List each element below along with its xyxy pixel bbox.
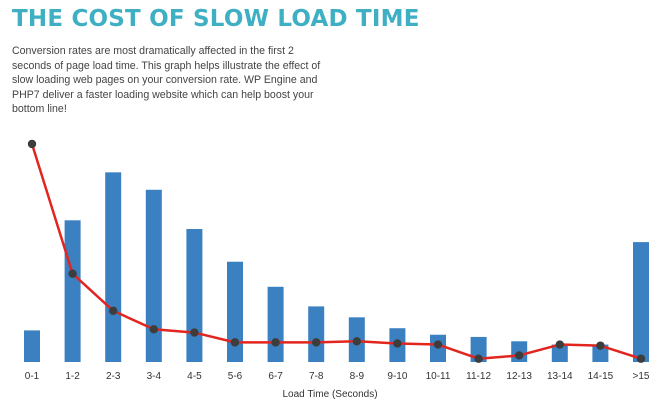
line-point->15 — [636, 354, 646, 363]
x-tick-label: 13-14 — [547, 371, 573, 382]
x-tick-label: 9-10 — [387, 371, 407, 382]
x-tick-label: 6-7 — [268, 371, 283, 382]
bar->15 — [633, 242, 649, 362]
bar-5-6 — [227, 261, 243, 362]
x-tick-label: >15 — [633, 371, 650, 382]
x-tick-label: 7-8 — [309, 371, 324, 382]
line-point-10-11 — [433, 340, 443, 349]
line-point-5-6 — [230, 338, 240, 347]
bar-3-4 — [145, 189, 162, 362]
line-point-0-1 — [27, 139, 37, 149]
line-point-2-3 — [109, 306, 118, 315]
bar-14-15 — [592, 344, 609, 362]
x-tick-label: 1-2 — [65, 371, 80, 382]
bar-6-7 — [267, 286, 284, 362]
x-tick-label: 2-3 — [106, 371, 121, 382]
page-title: THE COST OF SLOW LOAD TIME — [12, 6, 420, 32]
line-point-14-15 — [596, 341, 605, 350]
x-tick-label: 0-1 — [25, 371, 40, 382]
line-point-3-4 — [149, 325, 158, 334]
bar-2-3 — [105, 172, 122, 362]
line-point-7-8 — [312, 338, 321, 347]
x-axis-ticks: 0-1 1-2 2-3 3-4 4-5 5-6 6-7 7-8 8-9 9-10 10-11 11-1… — [25, 371, 650, 382]
x-tick-label: 10-11 — [426, 371, 451, 382]
line-point-6-7 — [271, 338, 280, 347]
bar-7-8 — [308, 306, 325, 362]
line-point-11-12 — [474, 354, 483, 363]
line-series — [27, 139, 646, 363]
x-tick-label: 12-13 — [506, 371, 532, 382]
x-tick-label: 11-12 — [466, 371, 491, 382]
x-axis-label: Load Time (Seconds) — [282, 389, 377, 400]
bar-1-2 — [64, 220, 81, 362]
line-point-4-5 — [190, 328, 199, 337]
line-point-9-10 — [393, 339, 402, 348]
bar-4-5 — [186, 229, 203, 362]
description-text: Conversion rates are most dramatically a… — [12, 45, 321, 115]
line-point-12-13 — [515, 351, 524, 360]
line-point-13-14 — [555, 340, 564, 349]
bar-13-14 — [551, 344, 568, 362]
x-tick-label: 8-9 — [350, 371, 365, 382]
x-tick-label: 4-5 — [187, 371, 202, 382]
bar-0-1 — [24, 330, 40, 362]
line-point-1-2 — [68, 269, 77, 278]
x-tick-label: 14-15 — [588, 371, 614, 382]
x-tick-label: 3-4 — [147, 371, 162, 382]
bar-series — [24, 172, 649, 362]
line-point-8-9 — [352, 337, 361, 346]
bar-11-12 — [470, 336, 487, 362]
x-tick-label: 5-6 — [228, 371, 243, 382]
conversion-line — [30, 143, 642, 360]
